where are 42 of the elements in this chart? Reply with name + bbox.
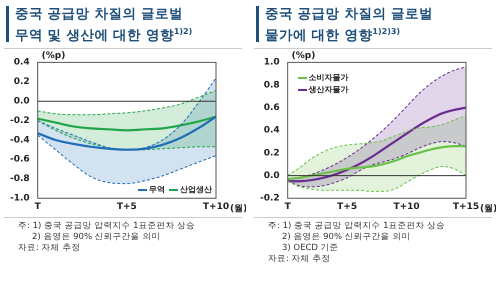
x-tick-label: T+5 [337,202,358,212]
y-tick-label: -0.2 [10,116,30,126]
y-tick-label: -0.8 [10,174,30,184]
legend-label: 소비자물가 [308,72,349,84]
x-tick-label: T [284,202,292,212]
y-axis-title: (%p) [42,51,66,62]
x-tick-label: T+10 [393,202,420,212]
y-tick-label: -0.6 [10,154,30,165]
x-tick-label: T+10 [202,202,230,212]
text: 자료: 자체 추정 [18,243,82,254]
y-tick-label: 0.4 [14,58,30,68]
x-axis-title: (월) [230,204,248,214]
text: 주: 1) 중국 공급망 압력지수 1표준편차 상승 [18,221,196,232]
y-axis-title: (%p) [292,51,316,62]
x-tick-label: T [34,202,42,212]
x-tick-label: T+5 [116,202,137,212]
line-series [37,77,216,150]
y-tick-label: -0.4 [10,135,30,146]
y-tick-label: 0.0 [14,96,30,107]
text: 2) 음영은 90% 신뢰구간을 의미 [31,232,162,243]
y-tick-label: 0.4 [264,126,280,136]
text: 자료: 자체 추정 [268,254,332,265]
x-axis-title: (월) [480,204,498,214]
y-tick-label: 0.6 [264,103,280,114]
legend-label: 생산자물가 [308,84,349,96]
y-tick-label: 1.0 [264,58,280,68]
y-tick-label: 0.2 [14,77,30,88]
y-tick-label: -0.2 [260,194,280,204]
x-tick-label: T+15 [452,202,480,212]
line-series [37,90,216,116]
y-tick-label: 0.8 [264,80,280,90]
text: 주: 1) 중국 공급망 압력지수 1표준편차 상승 [268,221,446,232]
chart-title: 중국 공급망 차질의 글로벌 무역 및 생산에 대한 영향$^{1)2)}$ [6,6,200,44]
chart-title: 중국 공급망 차질의 글로벌 물가에 대한 영향$^{1)2)3)}$ [256,6,450,44]
legend-label: 무역 [148,184,165,196]
line-series [287,115,466,176]
text: 2) 음영은 90% 신뢰구간을 의미 [281,232,412,243]
legend-label: 산업생산 [179,184,212,196]
y-tick-label: -1.0 [10,194,30,204]
y-tick-label: 0.2 [264,148,280,158]
y-tick-label: 0.0 [264,170,280,181]
text: 3) OECD 기준 [281,243,340,254]
